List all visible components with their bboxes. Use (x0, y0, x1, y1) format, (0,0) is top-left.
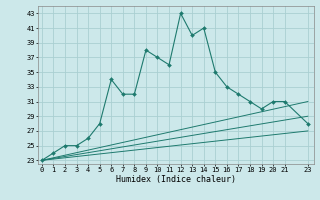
X-axis label: Humidex (Indice chaleur): Humidex (Indice chaleur) (116, 175, 236, 184)
